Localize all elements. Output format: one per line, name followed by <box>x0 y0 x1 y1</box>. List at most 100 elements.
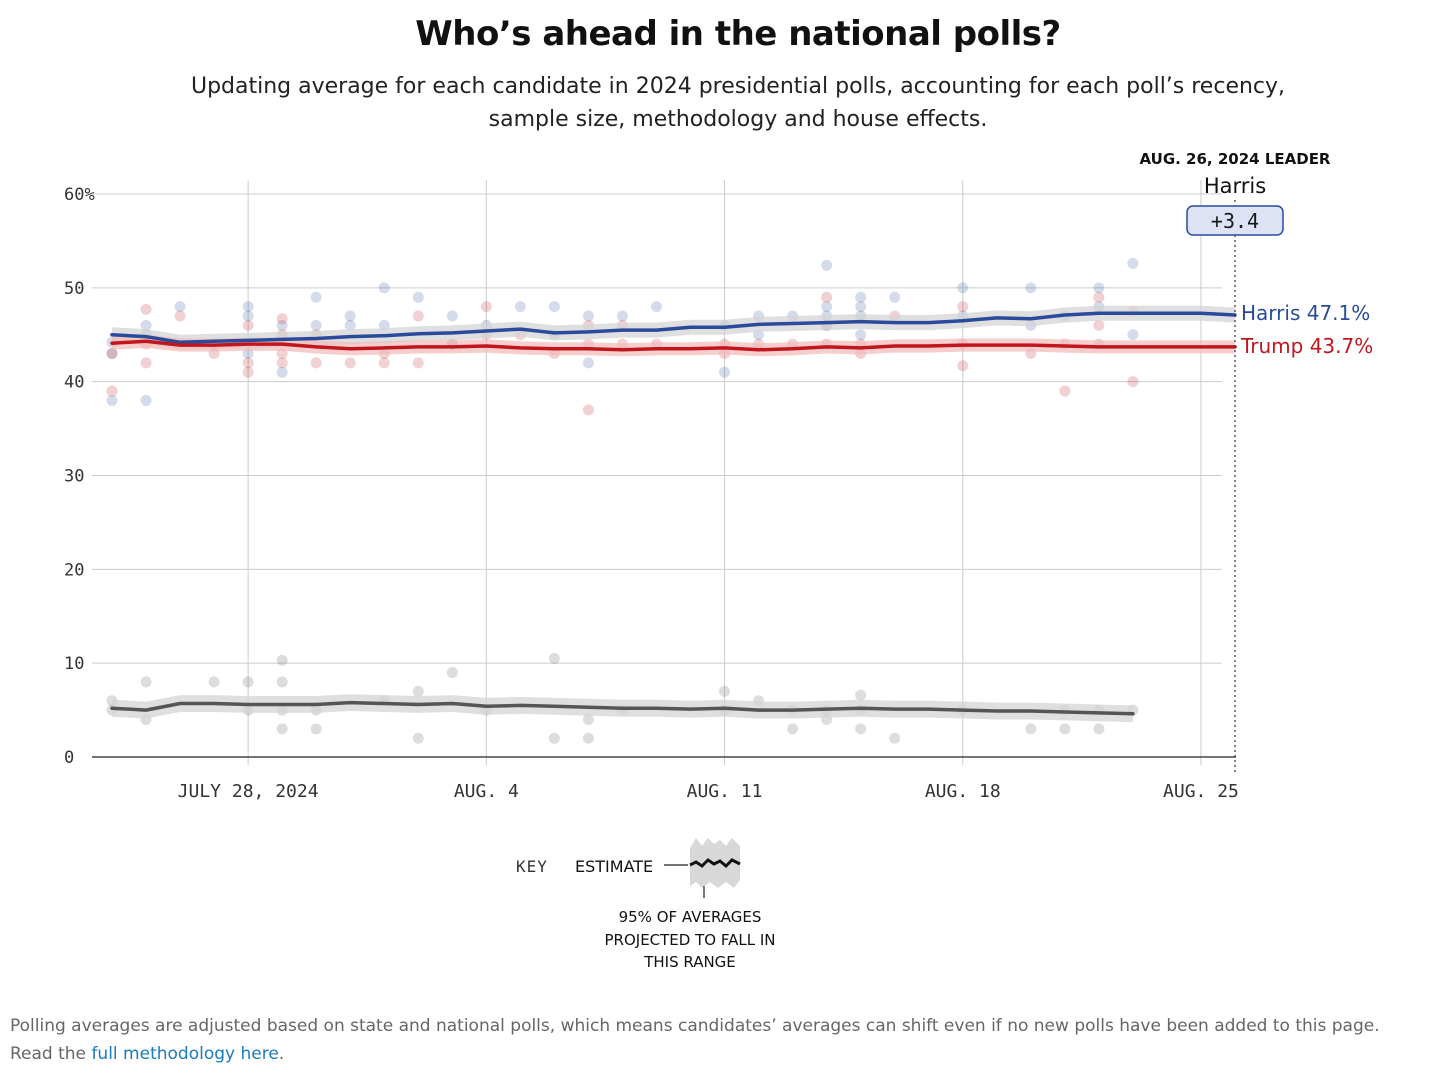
other-poll-point <box>582 732 594 744</box>
other-poll-point <box>276 654 288 666</box>
average-line-layer <box>110 311 1237 716</box>
x-tick-label: JULY 28, 2024 <box>178 781 319 802</box>
trump-poll-point <box>276 313 288 325</box>
harris-poll-point <box>446 310 458 322</box>
trump-poll-point <box>242 357 254 369</box>
other-poll-point <box>412 732 424 744</box>
y-tick-label: 10 <box>64 654 84 674</box>
harris-poll-point <box>242 310 254 322</box>
other-poll-point <box>208 676 220 688</box>
key-estimate-line <box>689 858 741 869</box>
y-tick-label: 30 <box>64 467 84 487</box>
harris-poll-point <box>582 310 594 322</box>
harris-poll-point <box>650 301 662 313</box>
harris-poll-point <box>548 301 560 313</box>
leader-name: Harris <box>1204 174 1266 198</box>
trump-poll-point <box>957 301 969 313</box>
other-poll-point <box>446 667 458 679</box>
grid-layer <box>92 180 1222 765</box>
harris-poll-point <box>106 348 118 360</box>
other-poll-point <box>787 723 799 735</box>
footer-note: Polling averages are adjusted based on s… <box>10 1012 1450 1068</box>
harris-poll-point <box>889 291 901 303</box>
other-poll-point <box>242 676 254 688</box>
footer-text: Polling averages are adjusted based on s… <box>10 1016 1380 1036</box>
trump-average-line <box>110 339 1237 352</box>
footer-read-prefix: Read the <box>10 1044 92 1064</box>
other-poll-point <box>582 713 594 725</box>
harris-poll-point <box>582 357 594 369</box>
y-tick-label: 50 <box>64 279 84 299</box>
chart-title: Who’s ahead in the national polls? <box>415 14 1061 54</box>
other-poll-point <box>276 723 288 735</box>
other-poll-point <box>276 676 288 688</box>
polls-chart: 0 10 20 30 40 50 60% JULY 28, 2024 AUG. 4 AUG. 11… <box>64 150 1373 971</box>
y-tick-label: 40 <box>64 373 84 393</box>
key-estimate-label: ESTIMATE <box>575 857 653 876</box>
other-poll-point <box>719 685 731 697</box>
other-poll-point <box>855 723 867 735</box>
harris-poll-point <box>1127 257 1139 269</box>
methodology-link[interactable]: full methodology here <box>91 1044 279 1064</box>
trump-poll-point <box>1093 291 1105 303</box>
trump-poll-point <box>242 319 254 331</box>
harris-poll-point <box>855 301 867 313</box>
harris-poll-point <box>344 310 356 322</box>
other-poll-point <box>140 676 152 688</box>
trump-poll-point <box>821 291 833 303</box>
harris-poll-point <box>821 259 833 271</box>
harris-poll-point <box>344 319 356 331</box>
harris-poll-point <box>140 319 152 331</box>
other-poll-point <box>889 732 901 744</box>
trump-confidence-band <box>112 334 1235 357</box>
trump-poll-point <box>480 301 492 313</box>
trump-poll-point <box>344 357 356 369</box>
trump-poll-point <box>106 348 118 360</box>
trump-poll-point <box>1093 319 1105 331</box>
trump-poll-point <box>378 357 390 369</box>
x-tick-label: AUG. 18 <box>925 781 1001 802</box>
other-poll-point <box>1093 723 1105 735</box>
other-poll-point <box>548 732 560 744</box>
trump-poll-point <box>1059 385 1071 397</box>
harris-poll-point <box>310 319 322 331</box>
trump-poll-point <box>582 404 594 416</box>
harris-poll-point <box>140 394 152 406</box>
key-label: KEY <box>516 857 548 876</box>
harris-poll-point <box>242 301 254 313</box>
harris-poll-point <box>310 291 322 303</box>
harris-poll-point <box>821 301 833 313</box>
harris-poll-point <box>412 291 424 303</box>
other-poll-point <box>310 723 322 735</box>
y-tick-label: 20 <box>64 560 84 580</box>
harris-end-label: Harris 47.1% <box>1241 301 1370 325</box>
harris-poll-point <box>276 366 288 378</box>
trump-poll-point <box>412 357 424 369</box>
harris-poll-point <box>855 329 867 341</box>
trump-poll-point <box>140 357 152 369</box>
x-tick-label: AUG. 25 <box>1163 781 1239 802</box>
footer-read-suffix: . <box>278 1044 285 1064</box>
harris-poll-point <box>378 282 390 294</box>
leader-margin-box <box>1186 205 1284 236</box>
other-poll-point <box>855 689 867 701</box>
other-poll-point <box>1025 723 1037 735</box>
other-poll-point <box>412 685 424 697</box>
trump-poll-point <box>310 357 322 369</box>
other-poll-point <box>548 652 560 664</box>
harris-average-line <box>110 311 1237 345</box>
axis-layer: 0 10 20 30 40 50 60% JULY 28, 2024 AUG. 4 AUG. 11… <box>64 185 1239 802</box>
trump-poll-point <box>140 303 152 315</box>
harris-poll-point <box>174 301 186 313</box>
trump-poll-point <box>174 310 186 322</box>
chart-subtitle: Updating average for each candidate in 2… <box>190 74 1286 132</box>
leader-heading: AUG. 26, 2024 LEADER <box>1140 150 1331 168</box>
key-range-line-1: 95% OF AVERAGES <box>619 908 762 926</box>
harris-poll-point <box>106 394 118 406</box>
trump-poll-point <box>957 360 969 372</box>
trump-poll-point <box>242 366 254 378</box>
chart-key: KEY ESTIMATE 95% OF AVERAGES PROJECTED T… <box>516 838 775 971</box>
harris-poll-point <box>1093 282 1105 294</box>
harris-poll-point <box>616 310 628 322</box>
y-tick-label: 60% <box>64 185 95 205</box>
